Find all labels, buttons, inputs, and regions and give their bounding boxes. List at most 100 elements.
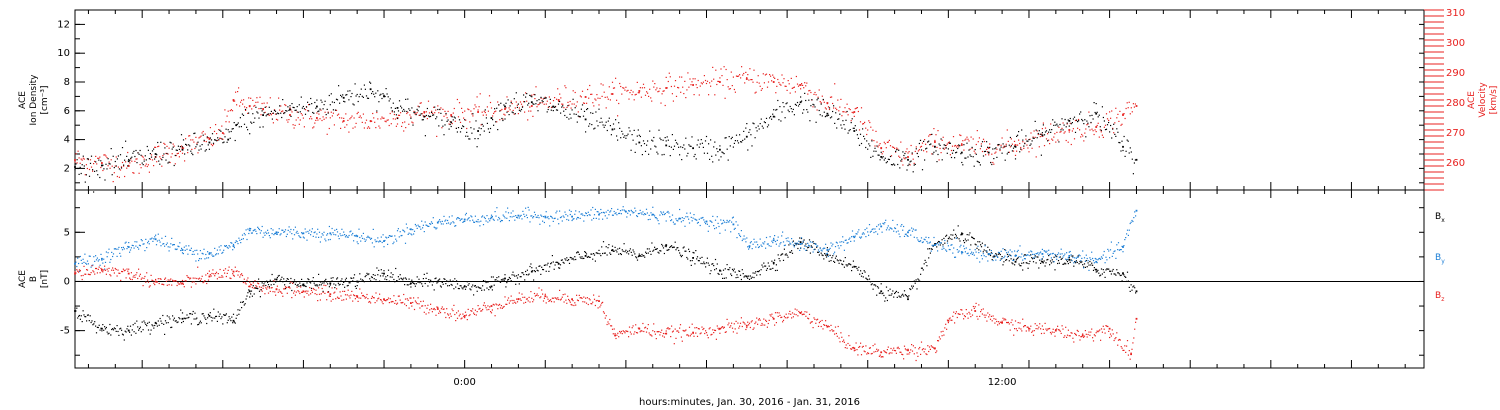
- velocity-series-sample: [536, 106, 538, 108]
- bx-series-sample: [487, 281, 489, 283]
- density-series-sample: [1013, 145, 1016, 147]
- by-series-sample: [891, 228, 893, 230]
- bx-series-sample: [1066, 261, 1069, 263]
- by-series-sample: [592, 206, 594, 209]
- by-series-sample: [377, 237, 379, 239]
- bx-series-sample: [498, 276, 500, 278]
- by-series-sample: [867, 231, 869, 233]
- by-series-sample: [965, 247, 967, 249]
- bx-series-sample: [278, 274, 280, 277]
- density-series-sample: [992, 148, 994, 150]
- velocity-series-sample: [756, 81, 758, 83]
- by-series-sample: [1026, 254, 1028, 256]
- by-series-sample: [1000, 250, 1002, 252]
- bx-series-sample: [557, 261, 559, 264]
- velocity-series-sample: [253, 105, 255, 107]
- by-series-sample: [619, 212, 621, 214]
- density-series-sample: [1034, 120, 1036, 122]
- bx-series-sample: [980, 246, 983, 248]
- bx-series-sample: [250, 293, 252, 295]
- by-series-sample: [692, 217, 694, 219]
- bx-series-sample: [318, 273, 320, 275]
- by-series-sample: [199, 250, 201, 252]
- by-series-sample: [864, 229, 866, 231]
- density-series-sample: [253, 121, 255, 123]
- bx-series-sample: [565, 259, 567, 261]
- bx-series-sample: [235, 317, 237, 319]
- bx-series-sample: [671, 245, 673, 247]
- bx-series-sample: [333, 283, 335, 285]
- bx-series-sample: [135, 332, 137, 334]
- density-series-sample: [539, 102, 541, 104]
- bx-series-sample: [1086, 266, 1088, 268]
- density-series-sample: [980, 145, 982, 147]
- bx-series-sample: [556, 261, 558, 263]
- bx-series-sample: [758, 270, 760, 272]
- density-series-sample: [130, 157, 132, 159]
- velocity-series-sample: [1120, 124, 1122, 126]
- velocity-series-sample: [459, 121, 462, 123]
- bx-series-sample: [682, 247, 684, 249]
- by-series-sample: [894, 227, 896, 229]
- by-series-sample: [693, 214, 695, 216]
- bx-series-sample: [112, 328, 114, 330]
- by-series-sample: [277, 231, 279, 233]
- density-series-sample: [608, 117, 610, 119]
- velocity-series-sample: [131, 160, 133, 162]
- by-series-sample: [182, 253, 184, 255]
- by-series-point: [1068, 255, 1071, 257]
- density-series-sample: [579, 116, 581, 118]
- by-series-sample: [940, 242, 942, 244]
- density-series-sample: [610, 134, 612, 136]
- by-series-sample: [948, 248, 950, 251]
- density-series-sample: [852, 127, 854, 129]
- by-series-sample: [963, 245, 965, 247]
- velocity-series-sample: [740, 77, 742, 79]
- bx-series-sample: [1130, 284, 1132, 286]
- bx-series-sample: [946, 240, 949, 242]
- by-series-sample: [513, 215, 515, 217]
- density-series-sample: [946, 152, 948, 154]
- bx-series-sample: [152, 325, 154, 327]
- by-series-sample: [644, 213, 646, 215]
- density-series-sample: [506, 111, 508, 113]
- by-series-sample: [230, 242, 232, 244]
- density-series-sample: [1052, 119, 1054, 121]
- density-series-sample: [709, 158, 711, 160]
- bx-series-sample: [784, 254, 786, 256]
- by-series-point: [853, 236, 856, 239]
- bx-series-sample: [241, 301, 244, 303]
- bx-series-sample: [598, 249, 600, 251]
- bx-series-sample: [148, 321, 150, 323]
- by-series-sample: [190, 249, 192, 251]
- bx-series-sample: [177, 321, 179, 323]
- density-series-sample: [814, 106, 816, 108]
- density-series-sample: [501, 117, 503, 120]
- velocity-series-sample: [668, 72, 670, 74]
- density-series-sample: [857, 137, 859, 139]
- bx-series-sample: [1003, 261, 1005, 263]
- density-series-sample: [628, 127, 630, 129]
- density-series-sample: [261, 110, 263, 112]
- bx-series-sample: [248, 289, 250, 291]
- density-series-sample: [873, 150, 875, 152]
- bx-series-sample: [984, 244, 986, 246]
- density-series-sample: [840, 124, 842, 126]
- bx-series-sample: [383, 270, 385, 272]
- bx-series-sample: [618, 253, 620, 255]
- density-series-sample: [258, 117, 260, 119]
- velocity-series-sample: [401, 125, 403, 127]
- velocity-series-sample: [777, 78, 779, 81]
- by-series-sample: [343, 231, 345, 233]
- velocity-series-sample: [225, 121, 227, 123]
- bx-series-sample: [1068, 257, 1070, 259]
- velocity-series-sample: [721, 75, 723, 77]
- bx-series-sample: [448, 285, 450, 287]
- by-series-sample: [933, 236, 935, 239]
- by-series-sample: [527, 206, 529, 208]
- velocity-series-sample: [230, 109, 232, 111]
- by-series-sample: [110, 258, 112, 261]
- bx-series-sample: [532, 270, 534, 272]
- velocity-series-sample: [1035, 156, 1037, 158]
- velocity-series-sample: [636, 81, 638, 83]
